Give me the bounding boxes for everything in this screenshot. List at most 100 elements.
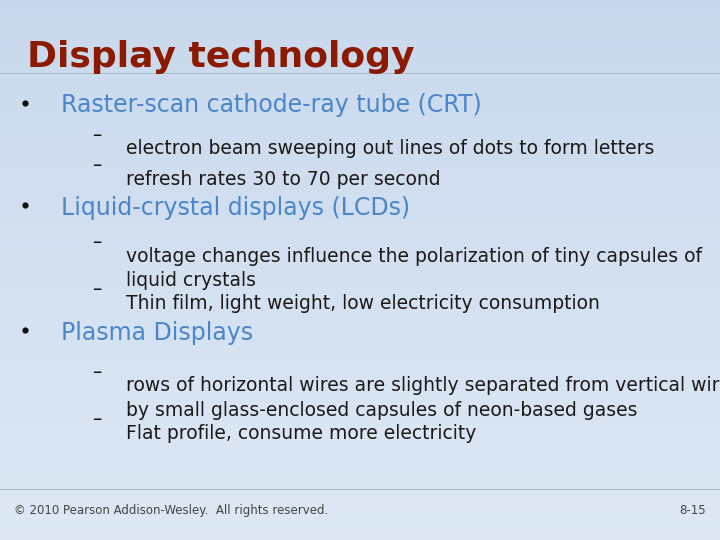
Bar bbox=[0, 5, 720, 8]
Bar bbox=[0, 86, 720, 89]
Text: Thin film, light weight, low electricity consumption: Thin film, light weight, low electricity… bbox=[126, 294, 600, 313]
Bar bbox=[0, 362, 720, 364]
Bar bbox=[0, 429, 720, 432]
Bar bbox=[0, 103, 720, 105]
Bar bbox=[0, 143, 720, 146]
Bar bbox=[0, 532, 720, 535]
Bar bbox=[0, 124, 720, 127]
Bar bbox=[0, 49, 720, 51]
Bar bbox=[0, 478, 720, 481]
Bar bbox=[0, 516, 720, 518]
Text: –: – bbox=[93, 156, 102, 176]
Bar bbox=[0, 27, 720, 30]
Bar bbox=[0, 173, 720, 176]
Text: Flat profile, consume more electricity: Flat profile, consume more electricity bbox=[126, 424, 477, 443]
Bar bbox=[0, 57, 720, 59]
Bar bbox=[0, 327, 720, 329]
Bar bbox=[0, 35, 720, 38]
Bar bbox=[0, 454, 720, 456]
Bar bbox=[0, 310, 720, 313]
Bar bbox=[0, 524, 720, 526]
Bar bbox=[0, 292, 720, 294]
Bar bbox=[0, 526, 720, 529]
Bar bbox=[0, 448, 720, 451]
Bar bbox=[0, 451, 720, 454]
Bar bbox=[0, 54, 720, 57]
Bar bbox=[0, 340, 720, 343]
Bar bbox=[0, 443, 720, 445]
Bar bbox=[0, 464, 720, 467]
Bar bbox=[0, 208, 720, 211]
Bar bbox=[0, 197, 720, 200]
Bar bbox=[0, 227, 720, 229]
Bar bbox=[0, 356, 720, 359]
Bar bbox=[0, 159, 720, 162]
Bar bbox=[0, 184, 720, 186]
Bar bbox=[0, 284, 720, 286]
Bar bbox=[0, 181, 720, 184]
Bar bbox=[0, 65, 720, 68]
Bar bbox=[0, 251, 720, 254]
Bar bbox=[0, 146, 720, 148]
Bar bbox=[0, 364, 720, 367]
Text: electron beam sweeping out lines of dots to form letters: electron beam sweeping out lines of dots… bbox=[126, 139, 654, 158]
Bar bbox=[0, 462, 720, 464]
Bar bbox=[0, 176, 720, 178]
Bar bbox=[0, 440, 720, 443]
Bar bbox=[0, 537, 720, 540]
Bar bbox=[0, 192, 720, 194]
Text: © 2010 Pearson Addison-Wesley.  All rights reserved.: © 2010 Pearson Addison-Wesley. All right… bbox=[14, 504, 328, 517]
Bar bbox=[0, 459, 720, 462]
Bar bbox=[0, 19, 720, 22]
Bar bbox=[0, 92, 720, 94]
Bar bbox=[0, 424, 720, 427]
Bar bbox=[0, 216, 720, 219]
Text: Plasma Displays: Plasma Displays bbox=[61, 321, 253, 345]
Bar bbox=[0, 256, 720, 259]
Bar bbox=[0, 435, 720, 437]
Bar bbox=[0, 11, 720, 14]
Bar bbox=[0, 486, 720, 489]
Bar bbox=[0, 140, 720, 143]
Bar bbox=[0, 51, 720, 54]
Bar bbox=[0, 535, 720, 537]
Bar bbox=[0, 70, 720, 73]
Bar bbox=[0, 262, 720, 265]
Bar bbox=[0, 119, 720, 122]
Bar bbox=[0, 400, 720, 402]
Bar bbox=[0, 105, 720, 108]
Bar bbox=[0, 259, 720, 262]
Bar bbox=[0, 481, 720, 483]
Bar bbox=[0, 14, 720, 16]
Bar bbox=[0, 151, 720, 154]
Bar bbox=[0, 483, 720, 486]
Bar bbox=[0, 189, 720, 192]
Bar bbox=[0, 383, 720, 386]
Bar bbox=[0, 165, 720, 167]
Bar bbox=[0, 281, 720, 284]
Bar bbox=[0, 24, 720, 27]
Bar bbox=[0, 437, 720, 440]
Text: Liquid-crystal displays (LCDs): Liquid-crystal displays (LCDs) bbox=[61, 196, 410, 220]
Bar bbox=[0, 111, 720, 113]
Bar bbox=[0, 148, 720, 151]
Bar bbox=[0, 178, 720, 181]
Bar bbox=[0, 416, 720, 418]
Bar bbox=[0, 518, 720, 521]
Bar bbox=[0, 432, 720, 435]
Bar bbox=[0, 300, 720, 302]
Bar bbox=[0, 470, 720, 472]
Bar bbox=[0, 389, 720, 392]
Bar bbox=[0, 278, 720, 281]
Bar bbox=[0, 491, 720, 494]
Text: Raster-scan cathode-ray tube (CRT): Raster-scan cathode-ray tube (CRT) bbox=[61, 93, 482, 117]
Bar bbox=[0, 76, 720, 78]
Text: –: – bbox=[93, 233, 102, 252]
Bar bbox=[0, 100, 720, 103]
Bar bbox=[0, 513, 720, 516]
Bar bbox=[0, 394, 720, 397]
Text: refresh rates 30 to 70 per second: refresh rates 30 to 70 per second bbox=[126, 170, 441, 189]
Bar bbox=[0, 302, 720, 305]
Bar bbox=[0, 273, 720, 275]
Text: 8-15: 8-15 bbox=[679, 504, 706, 517]
